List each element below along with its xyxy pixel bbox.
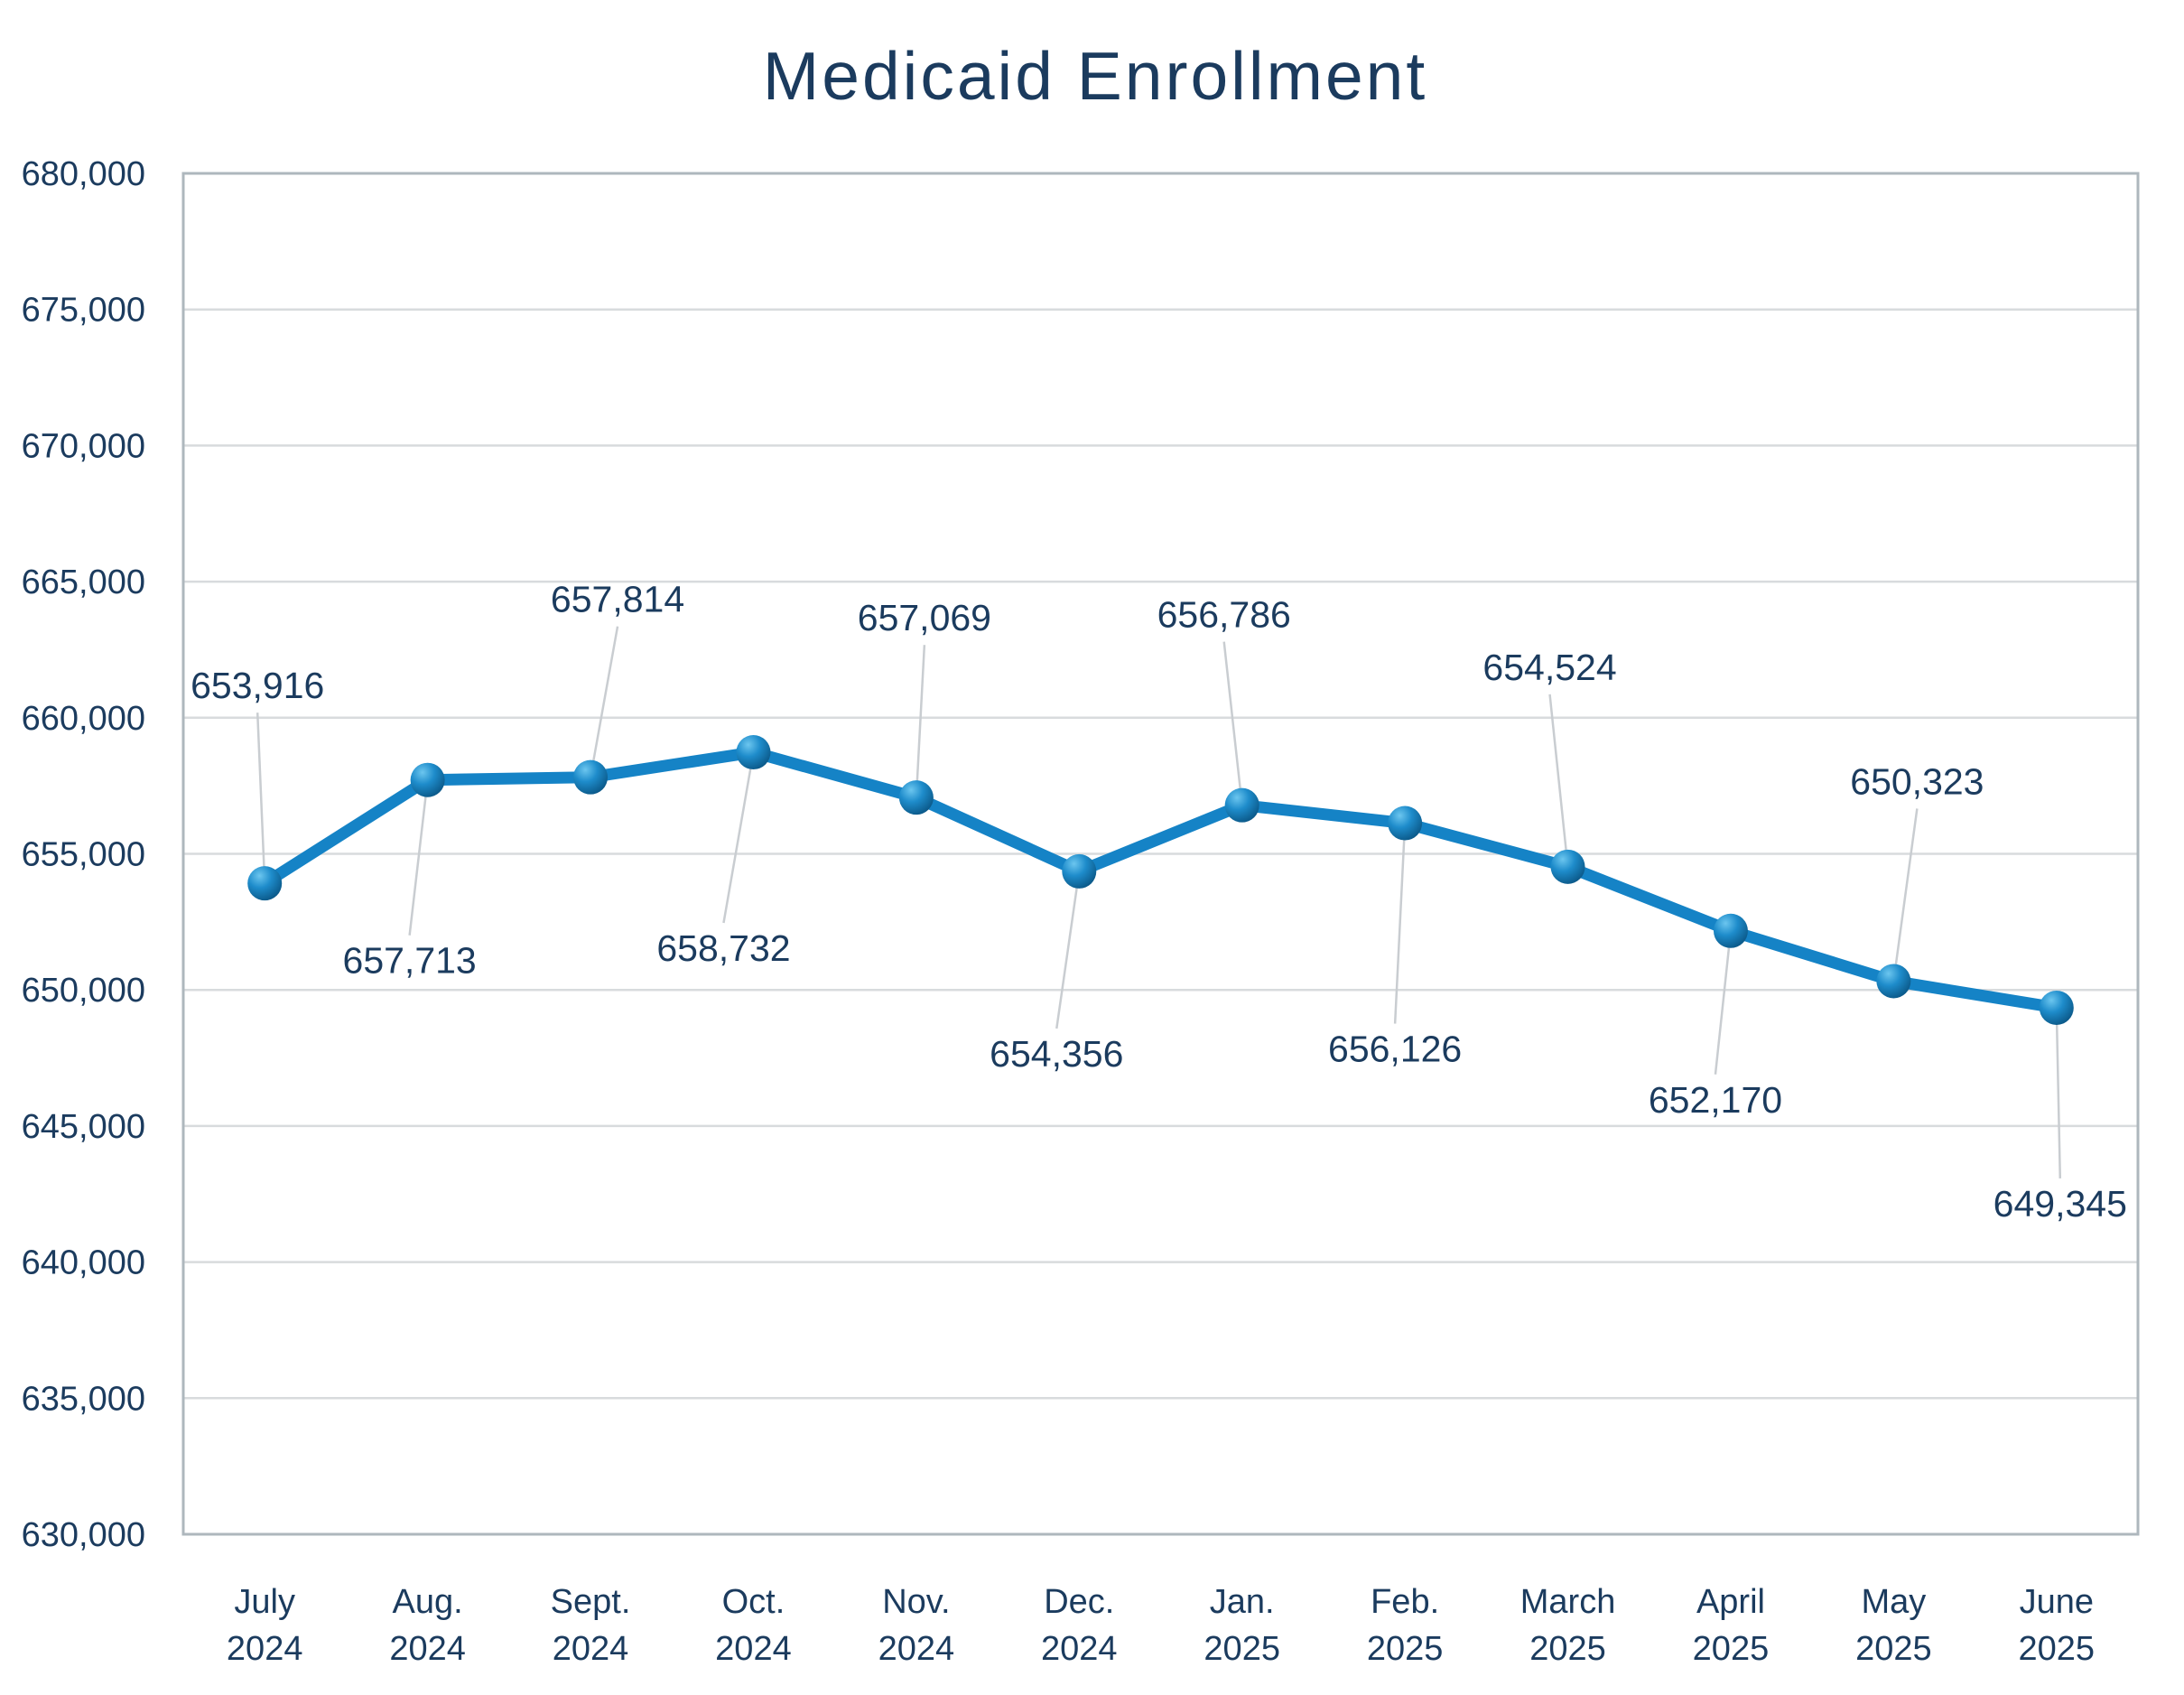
data-label: 649,345 [1993, 1183, 2127, 1225]
data-point-marker [898, 780, 934, 815]
data-label: 657,713 [343, 940, 477, 982]
label-leader-line [2055, 1007, 2062, 1178]
x-axis-tick-month: March [1520, 1583, 1616, 1621]
label-leader-line [1222, 641, 1243, 806]
y-axis-tick-label: 635,000 [22, 1380, 145, 1418]
x-axis-tick-month: April [1696, 1583, 1765, 1621]
x-axis-tick-year: 2024 [553, 1630, 629, 1668]
data-point-marker [410, 762, 445, 797]
data-point-marker [1713, 913, 1748, 948]
data-label: 654,524 [1482, 647, 1616, 688]
x-axis-tick-year: 2024 [715, 1630, 792, 1668]
data-label: 650,323 [1850, 760, 1984, 802]
x-axis-tick-year: 2024 [227, 1630, 303, 1668]
y-axis-tick-label: 655,000 [22, 836, 145, 874]
data-point-marker [1062, 853, 1097, 889]
data-label: 658,732 [656, 927, 790, 969]
data-point-marker [247, 866, 283, 901]
label-leader-line [1548, 694, 1569, 867]
y-axis-tick-label: 670,000 [22, 427, 145, 465]
data-point-marker [1550, 849, 1585, 884]
data-point-marker [736, 735, 771, 770]
x-axis-tick-month: Dec. [1044, 1583, 1114, 1621]
y-axis-tick-label: 640,000 [22, 1244, 145, 1282]
x-axis-tick-year: 2025 [2019, 1630, 2096, 1668]
label-leader-line [589, 626, 619, 778]
label-leader-line [256, 712, 266, 884]
x-axis-tick-month: July [234, 1583, 295, 1621]
data-point-marker [1224, 787, 1259, 823]
y-axis-tick-label: 675,000 [22, 292, 145, 330]
label-leader-line [1892, 808, 1919, 982]
label-leader-line [722, 751, 755, 924]
label-leader-line [408, 779, 429, 936]
label-leader-line [1055, 871, 1081, 1029]
enrollment-series-line [258, 746, 2063, 1014]
x-axis-tick-year: 2024 [878, 1630, 955, 1668]
x-axis-tick-year: 2025 [1204, 1630, 1280, 1668]
data-label: 657,069 [858, 597, 991, 638]
data-point-marker [573, 759, 609, 795]
x-axis-tick-month: Jan. [1210, 1583, 1275, 1621]
x-axis-tick-year: 2025 [1855, 1630, 1932, 1668]
x-axis-tick-month: Nov. [882, 1583, 950, 1621]
data-label: 657,814 [551, 579, 684, 620]
data-label: 653,916 [191, 665, 324, 706]
data-label: 654,356 [990, 1033, 1123, 1075]
data-point-marker [1388, 806, 1423, 841]
y-axis-tick-label: 665,000 [22, 563, 145, 601]
x-axis-tick-year: 2024 [389, 1630, 466, 1668]
data-label: 656,126 [1328, 1029, 1462, 1070]
label-leader-line [915, 645, 926, 798]
plot-area-border [181, 172, 2140, 1536]
x-axis-tick-year: 2025 [1693, 1630, 1770, 1668]
label-leader-line [1714, 930, 1733, 1075]
data-point-marker [2039, 990, 2074, 1025]
chart-title: Medicaid Enrollment [763, 38, 1427, 114]
x-axis-tick-month: Aug. [393, 1583, 463, 1621]
data-point-marker [1876, 964, 1911, 999]
x-axis-tick-month: Sept. [551, 1583, 631, 1621]
x-axis-tick-month: May [1861, 1583, 1926, 1621]
data-label: 656,786 [1157, 594, 1291, 636]
label-leader-line [1393, 823, 1407, 1024]
x-axis-tick-year: 2025 [1529, 1630, 1606, 1668]
x-axis-tick-year: 2024 [1041, 1630, 1118, 1668]
x-axis-tick-month: Feb. [1371, 1583, 1439, 1621]
y-axis-tick-label: 650,000 [22, 972, 145, 1010]
x-axis-tick-month: June [2020, 1583, 2094, 1621]
y-axis-tick-label: 680,000 [22, 155, 145, 193]
y-axis-tick-label: 660,000 [22, 700, 145, 738]
data-label: 652,170 [1649, 1079, 1782, 1121]
x-axis-tick-year: 2025 [1367, 1630, 1444, 1668]
x-axis-tick-month: Oct. [722, 1583, 785, 1621]
y-axis-tick-label: 645,000 [22, 1108, 145, 1146]
y-axis-tick-label: 630,000 [22, 1516, 145, 1554]
